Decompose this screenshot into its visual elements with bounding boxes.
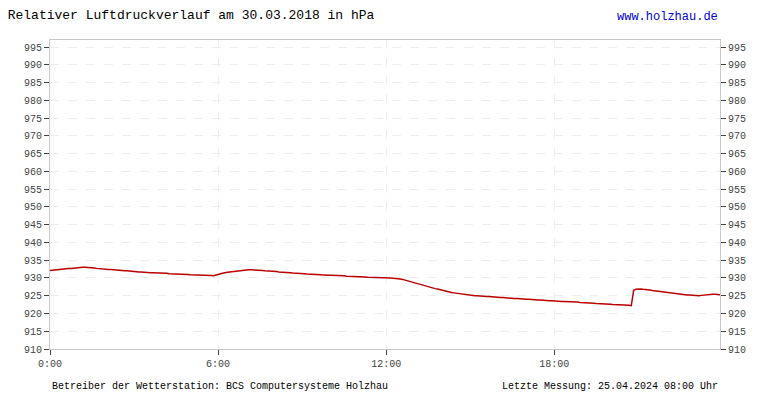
svg-text:975: 975 <box>24 114 42 125</box>
svg-text:960: 960 <box>24 167 42 178</box>
svg-text:Letzte Messung: 25.04.2024 08:: Letzte Messung: 25.04.2024 08:00 Uhr <box>502 381 718 392</box>
svg-text:950: 950 <box>728 202 746 213</box>
svg-text:970: 970 <box>728 131 746 142</box>
svg-text:935: 935 <box>24 256 42 267</box>
svg-text:945: 945 <box>728 220 746 231</box>
svg-text:975: 975 <box>728 114 746 125</box>
svg-text:965: 965 <box>728 149 746 160</box>
svg-text:940: 940 <box>24 238 42 249</box>
svg-text:0:00: 0:00 <box>38 359 62 370</box>
svg-text:6:00: 6:00 <box>206 359 230 370</box>
svg-text:970: 970 <box>24 131 42 142</box>
svg-text:910: 910 <box>24 345 42 356</box>
svg-text:915: 915 <box>24 327 42 338</box>
svg-text:985: 985 <box>24 78 42 89</box>
svg-text:945: 945 <box>24 220 42 231</box>
svg-text:955: 955 <box>24 185 42 196</box>
svg-text:Betreiber der Wetterstation: B: Betreiber der Wetterstation: BCS Compute… <box>52 381 388 392</box>
svg-text:995: 995 <box>24 43 42 54</box>
svg-text:930: 930 <box>728 273 746 284</box>
svg-text:965: 965 <box>24 149 42 160</box>
svg-text:915: 915 <box>728 327 746 338</box>
svg-text:Relativer Luftdruckverlauf am: Relativer Luftdruckverlauf am 30.03.2018… <box>8 8 375 23</box>
svg-text:950: 950 <box>24 202 42 213</box>
svg-text:18:00: 18:00 <box>539 359 569 370</box>
svg-text:985: 985 <box>728 78 746 89</box>
svg-text:12:00: 12:00 <box>371 359 401 370</box>
svg-text:955: 955 <box>728 185 746 196</box>
svg-text:930: 930 <box>24 273 42 284</box>
svg-text:990: 990 <box>24 60 42 71</box>
svg-text:990: 990 <box>728 60 746 71</box>
svg-text:910: 910 <box>728 345 746 356</box>
svg-text:940: 940 <box>728 238 746 249</box>
svg-text:980: 980 <box>728 96 746 107</box>
svg-text:925: 925 <box>728 291 746 302</box>
svg-text:980: 980 <box>24 96 42 107</box>
svg-text:960: 960 <box>728 167 746 178</box>
svg-text:www.holzhau.de: www.holzhau.de <box>617 10 718 24</box>
svg-text:925: 925 <box>24 291 42 302</box>
svg-text:935: 935 <box>728 256 746 267</box>
svg-text:920: 920 <box>24 309 42 320</box>
svg-text:995: 995 <box>728 43 746 54</box>
svg-text:920: 920 <box>728 309 746 320</box>
